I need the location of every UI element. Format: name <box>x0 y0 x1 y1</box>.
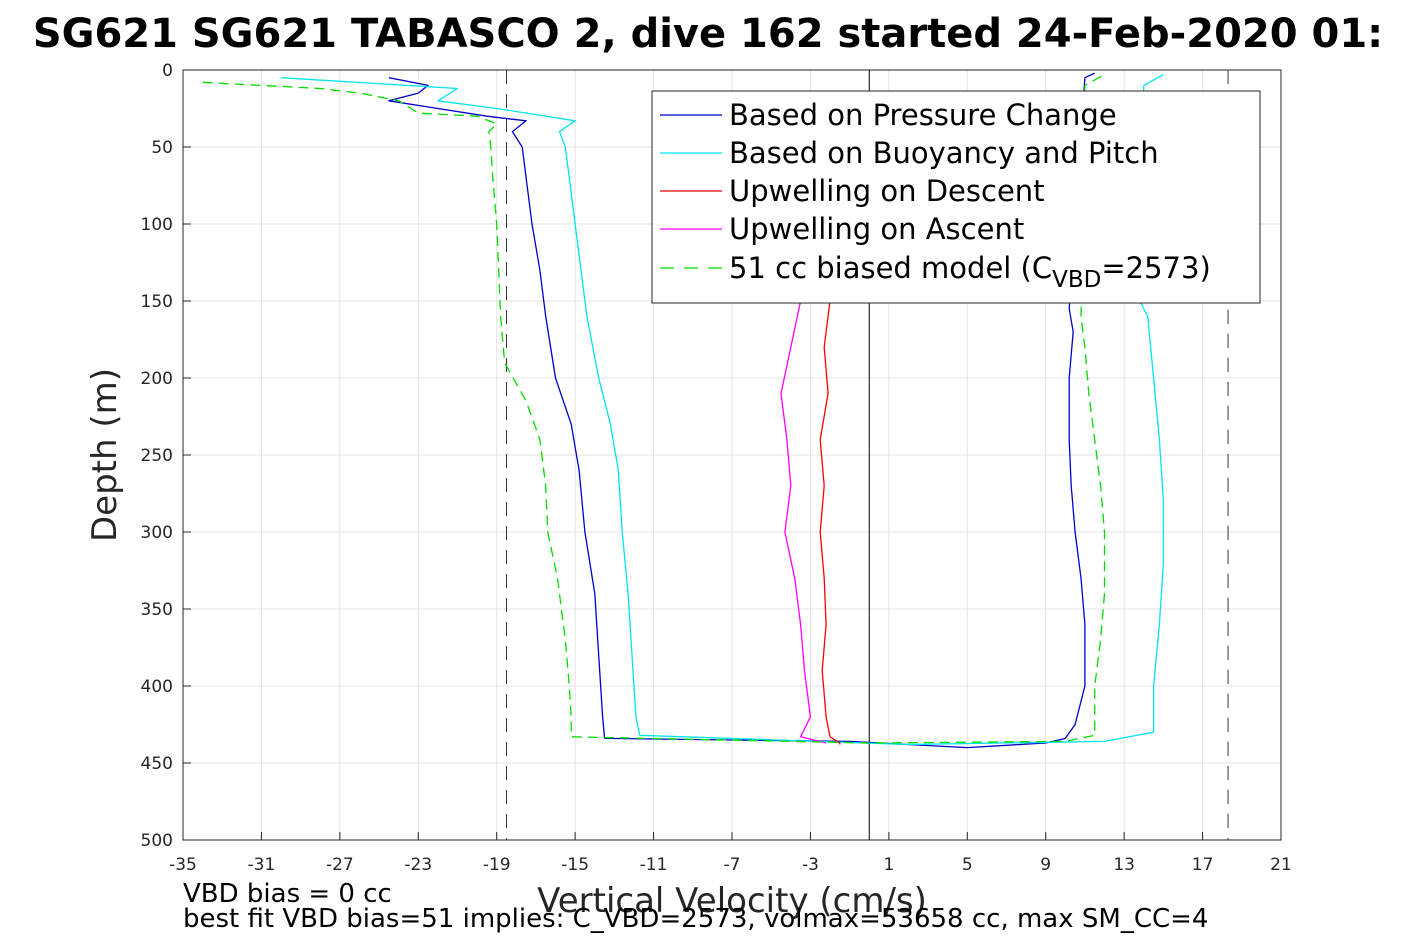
chart-title: SG621 SG621 TABASCO 2, dive 162 started … <box>33 11 1383 57</box>
x-tick-labels: -35 -31 -27 -23 -19 -15 -11 -7 -3 1 5 9 13 17 21 <box>169 855 1292 875</box>
x-tick-label: 13 <box>1113 855 1135 875</box>
x-tick-label: -19 <box>483 855 511 875</box>
plot-area-frame <box>182 69 1282 841</box>
x-tick-label: 21 <box>1270 855 1292 875</box>
series-layer <box>202 72 1165 749</box>
legend-model-prefix: 51 cc biased model (C <box>729 251 1052 285</box>
y-tick-label: 100 <box>141 215 173 235</box>
x-tick-label: -3 <box>802 855 819 875</box>
legend-label-upwelling-ascent: Upwelling on Ascent <box>729 212 1024 246</box>
footer-line-1: VBD bias = 0 cc <box>183 879 392 909</box>
y-tick-label: 400 <box>141 677 173 697</box>
legend-label-upwelling-descent: Upwelling on Descent <box>729 174 1045 208</box>
y-tick-label: 200 <box>141 369 173 389</box>
y-tick-label: 250 <box>141 446 173 466</box>
x-axis-label: Vertical Velocity (cm/s) <box>537 881 927 921</box>
series-line-2 <box>819 300 841 745</box>
y-tick-label: 150 <box>141 292 173 312</box>
y-tick-label: 300 <box>141 523 173 543</box>
legend-label-pressure: Based on Pressure Change <box>729 98 1117 132</box>
legend-label-biased-model: 51 cc biased model (CVBD=2573) <box>729 251 1211 293</box>
legend-box <box>651 90 1261 304</box>
y-tick-label: 50 <box>151 138 173 158</box>
legend-model-subscript: VBD <box>1052 267 1101 293</box>
y-tick-label: 450 <box>141 754 173 774</box>
x-tick-label: -27 <box>326 855 354 875</box>
x-tick-label: -15 <box>561 855 589 875</box>
legend: Based on Pressure Change Based on Buoyan… <box>651 90 1261 304</box>
series-line-3 <box>780 300 827 744</box>
y-axis-label: Depth (m) <box>85 368 125 542</box>
x-tick-label: -7 <box>724 855 741 875</box>
x-tick-label: 1 <box>883 855 894 875</box>
x-tick-label: 9 <box>1040 855 1051 875</box>
series-line-0 <box>388 72 1095 749</box>
x-tick-label: 5 <box>962 855 973 875</box>
legend-label-buoyancy: Based on Buoyancy and Pitch <box>729 136 1159 170</box>
x-tick-label: -11 <box>640 855 668 875</box>
x-tick-label: -23 <box>404 855 432 875</box>
series-line-4 <box>202 74 1106 744</box>
footer-line-2: best fit VBD bias=51 implies: C_VBD=2573… <box>183 904 1208 934</box>
y-tick-label: 0 <box>162 61 173 81</box>
y-tick-labels: 0 50 100 150 200 250 300 350 400 450 500 <box>141 61 173 851</box>
x-tick-label: -35 <box>169 855 197 875</box>
series-line-1 <box>280 74 1165 746</box>
y-tick-label: 500 <box>141 831 173 851</box>
x-tick-label: 17 <box>1192 855 1214 875</box>
x-tick-label: -31 <box>248 855 276 875</box>
y-tick-label: 350 <box>141 600 173 620</box>
legend-model-suffix: =2573) <box>1101 251 1210 285</box>
